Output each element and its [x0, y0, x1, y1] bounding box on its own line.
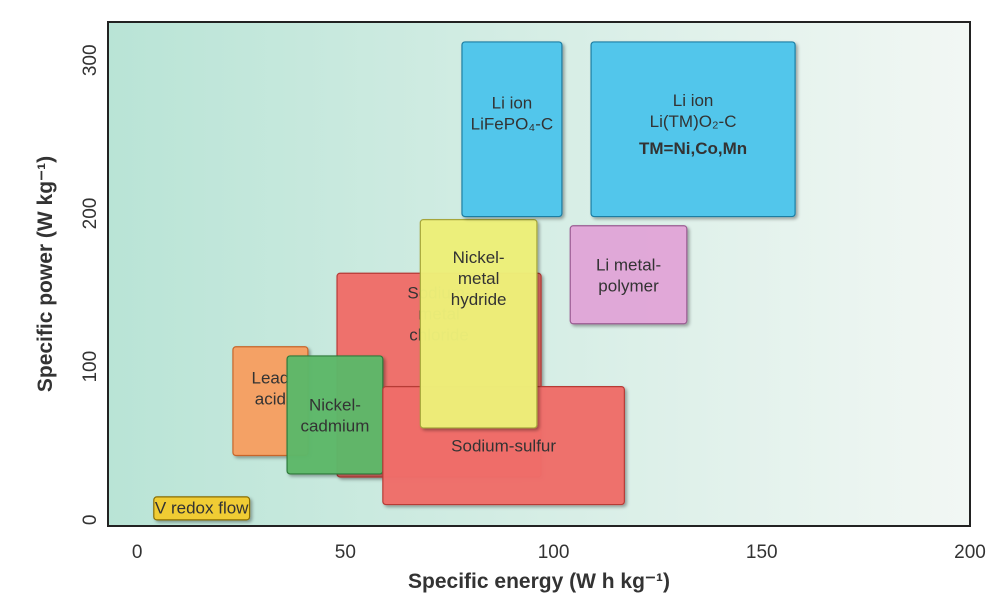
region-label: metal — [458, 269, 500, 288]
region-7: Li ion LiFePO₄-C — [461, 41, 563, 218]
region-label: Li ion — [492, 94, 533, 113]
region-5: Nickel-metal hydride — [419, 219, 538, 429]
y-tick-label: 0 — [80, 515, 101, 526]
x-tick-label: 100 — [538, 542, 570, 563]
y-tick-label: 100 — [80, 351, 101, 383]
region-label: V redox flow — [155, 498, 249, 517]
x-tick-label: 0 — [132, 542, 143, 563]
y-tick-labels: 0 100 200 300 — [80, 44, 101, 525]
x-tick-label: 50 — [335, 542, 356, 563]
region-box — [461, 41, 563, 218]
region-label: cadmium — [300, 416, 369, 435]
region-box — [590, 41, 796, 218]
region-label: polymer — [598, 276, 659, 295]
plot-frame — [107, 21, 971, 527]
region-label: hydride — [451, 290, 507, 309]
y-tick-label: 300 — [80, 44, 101, 76]
region-box — [419, 219, 538, 429]
y-axis-title: Specific power (W kg⁻¹) — [34, 156, 57, 392]
region-label: Li(TM)O₂-C — [650, 112, 737, 131]
region-label: LiFePO₄-C — [471, 115, 554, 134]
x-tick-label: 150 — [746, 542, 778, 563]
region-label: Nickel- — [309, 395, 361, 414]
region-box — [286, 355, 384, 475]
x-tick-labels: 0 50 100 150 200 — [132, 542, 986, 563]
region-label: Sodium-sulfur — [451, 437, 556, 456]
region-6: Li metal-polymer — [569, 225, 688, 325]
y-tick-label: 200 — [80, 198, 101, 230]
x-axis-title: Specific energy (W h kg⁻¹) — [408, 570, 670, 593]
region-box — [569, 225, 688, 325]
x-tick-label: 200 — [954, 542, 986, 563]
region-label: Li metal- — [596, 255, 661, 274]
region-label: Li ion — [673, 91, 714, 110]
region-label: acid — [255, 390, 286, 409]
region-label: TM=Ni,Co,Mn — [639, 139, 747, 158]
region-label: Nickel- — [453, 248, 505, 267]
regions-layer: V redox flowLeadacidSodium-metalchloride… — [153, 41, 796, 521]
region-label: Lead — [251, 369, 289, 388]
region-box — [153, 496, 251, 521]
region-8: Li ion Li(TM)O₂-C TM=Ni,Co,Mn — [590, 41, 796, 218]
region-0: V redox flow — [153, 496, 251, 521]
region-3: Nickel-cadmium — [286, 355, 384, 475]
